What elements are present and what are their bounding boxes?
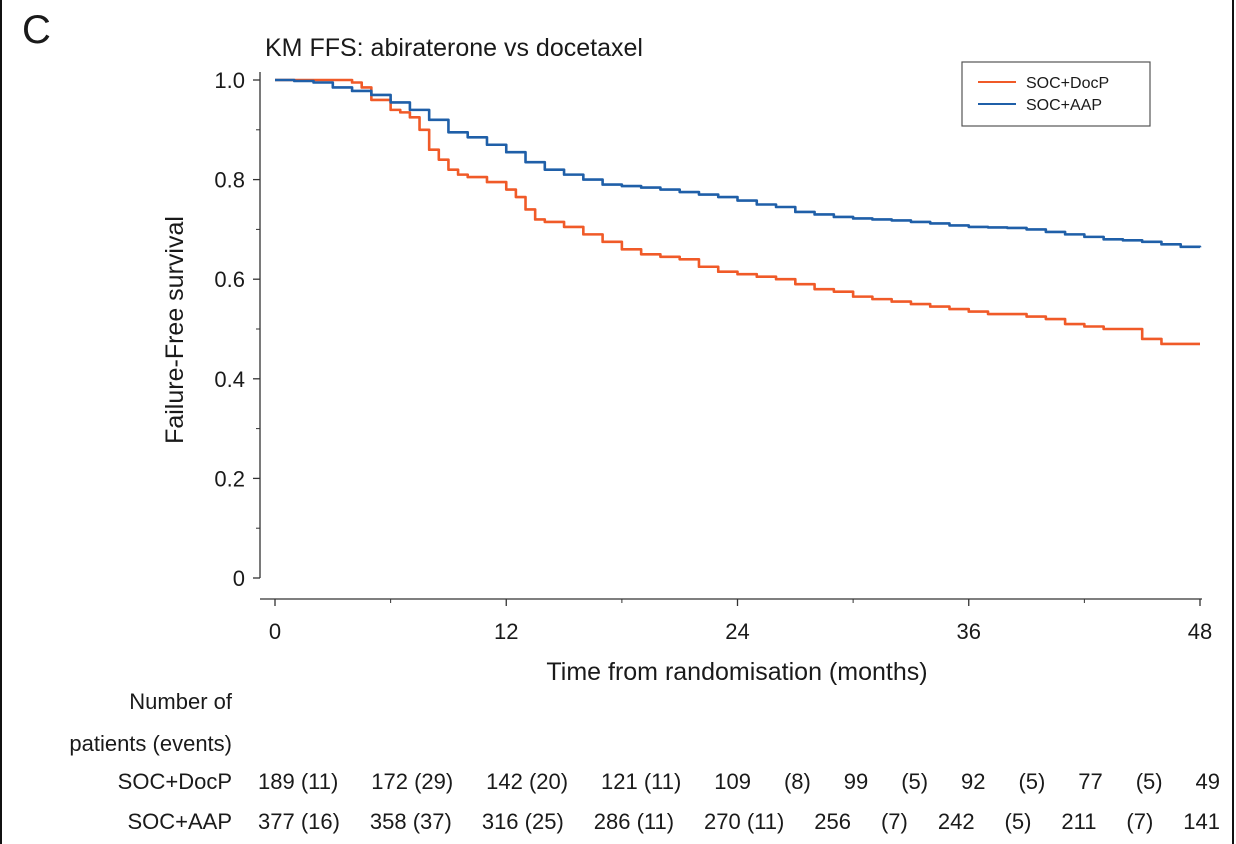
risk-cell-aap: 242 <box>938 809 975 834</box>
x-axis-title: Time from randomisation (months) <box>546 658 927 686</box>
y-tick-label: 1.0 <box>214 68 245 93</box>
risk-cells: 189 (11) 172 (29) 142 (20) 121 (11) 109 (8) 99… <box>258 769 1220 834</box>
risk-cell-aap: (7) <box>1126 809 1153 834</box>
x-tick-label: 0 <box>269 619 281 644</box>
series-layer <box>275 78 1202 346</box>
risk-cell-docp: 49 <box>1196 769 1220 794</box>
axes: 0 0.2 0.4 0.6 0.8 1.0 0 12 24 36 48 <box>214 68 1212 644</box>
risk-header-line2: patients (events) <box>69 731 232 756</box>
chart-title: KM FFS: abiraterone vs docetaxel <box>265 34 643 62</box>
risk-row-label-aap: SOC+AAP <box>127 809 232 834</box>
risk-cell-docp: 121 (11) <box>601 769 681 794</box>
risk-cell-aap: 270 (11) <box>704 809 784 834</box>
risk-cell-docp: 142 (20) <box>486 769 568 794</box>
risk-cell-docp: 172 (29) <box>371 769 453 794</box>
series-line-aap <box>275 78 1202 249</box>
risk-cell-docp: 77 <box>1078 769 1102 794</box>
risk-cell-aap: (5) <box>1005 809 1032 834</box>
risk-cell-docp: 99 <box>844 769 868 794</box>
risk-table: Number of patients (events) SOC+DocP SOC… <box>69 689 1220 834</box>
risk-cell-docp: 109 <box>714 769 751 794</box>
risk-cell-docp: (5) <box>901 769 928 794</box>
risk-cell-aap: 358 (37) <box>370 809 452 834</box>
x-tick-label: 48 <box>1188 619 1212 644</box>
risk-cell-aap: (7) <box>881 809 908 834</box>
risk-header-line1: Number of <box>129 689 233 714</box>
y-tick-label: 0.2 <box>214 466 245 491</box>
risk-cell-aap: 141 <box>1183 809 1220 834</box>
risk-cell-aap: 286 (11) <box>594 809 674 834</box>
panel-label: C <box>22 8 51 52</box>
risk-row-label-docp: SOC+DocP <box>118 769 232 794</box>
legend-box <box>961 61 1151 127</box>
risk-cell-docp: 92 <box>961 769 985 794</box>
risk-cell-docp: (8) <box>784 769 811 794</box>
x-tick-label: 36 <box>957 619 981 644</box>
y-tick-label: 0 <box>233 566 245 591</box>
y-tick-label: 0.4 <box>214 367 245 392</box>
legend: SOC+DocP SOC+AAP <box>961 61 1151 127</box>
series-line-docp <box>275 78 1200 346</box>
x-tick-label: 24 <box>725 619 749 644</box>
risk-cell-docp: 189 (11) <box>258 769 338 794</box>
x-tick-label: 12 <box>494 619 518 644</box>
risk-cell-aap: 211 <box>1061 809 1096 834</box>
y-tick-label: 0.8 <box>214 168 245 193</box>
y-axis-title: Failure-Free survival <box>161 216 189 444</box>
risk-cell-docp: (5) <box>1136 769 1163 794</box>
risk-cell-aap: 256 <box>814 809 851 834</box>
y-tick-label: 0.6 <box>214 267 245 292</box>
risk-cell-aap: 377 (16) <box>258 809 340 834</box>
risk-cell-aap: 316 (25) <box>482 809 564 834</box>
risk-cell-docp: (5) <box>1018 769 1045 794</box>
legend-label-docp: SOC+DocP <box>1026 75 1109 92</box>
legend-label-aap: SOC+AAP <box>1026 97 1102 114</box>
